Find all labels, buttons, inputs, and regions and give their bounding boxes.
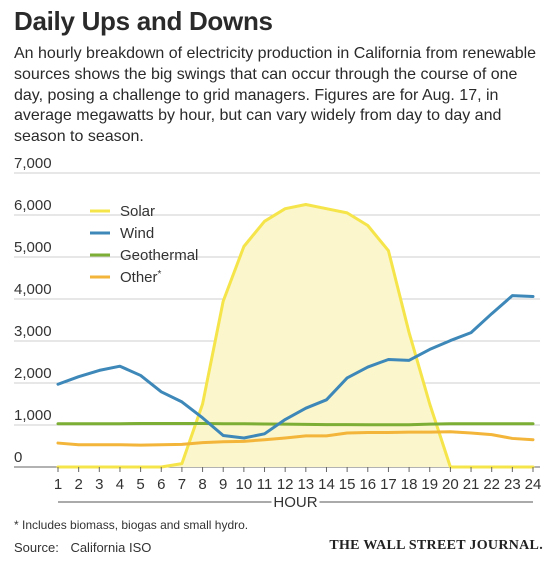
x-axis-label: HOUR	[273, 494, 317, 511]
x-tick-label: 20	[442, 476, 459, 493]
y-tick-label: 1,000	[14, 407, 52, 424]
geothermal-series-line	[56, 422, 535, 427]
x-tick-label: 9	[219, 476, 227, 493]
x-tick-label: 3	[95, 476, 103, 493]
y-tick-label: 5,000	[14, 239, 52, 256]
y-tick-label: 7,000	[14, 155, 52, 172]
chart-subtitle: An hourly breakdown of electricity produ…	[14, 45, 537, 146]
legend-footnote-marker: *	[158, 269, 162, 280]
x-tick-label: 4	[116, 476, 124, 493]
x-tick-label: 14	[318, 476, 335, 493]
x-tick-label: 6	[157, 476, 165, 493]
y-tick-label: 0	[14, 449, 22, 466]
wind-series-line	[56, 294, 535, 440]
y-tick-label: 4,000	[14, 281, 52, 298]
legend-label-other: Other*	[120, 269, 162, 286]
footnote: * Includes biomass, biogas and small hyd…	[14, 518, 249, 532]
x-tick-label: 11	[257, 476, 273, 493]
x-tick-label: 15	[339, 476, 356, 493]
legend-label-solar: Solar	[120, 203, 155, 220]
y-tick-label: 6,000	[14, 197, 52, 214]
x-tick-label: 18	[401, 476, 418, 493]
source-value: California ISO	[70, 540, 152, 555]
x-tick-label: 24	[525, 476, 542, 493]
x-tick-label: 23	[504, 476, 521, 493]
solar-series-line	[56, 203, 535, 469]
legend-label-geothermal: Geothermal	[120, 247, 198, 264]
x-tick-label: 5	[136, 476, 144, 493]
x-tick-label: 2	[74, 476, 82, 493]
y-tick-label: 2,000	[14, 365, 52, 382]
y-axis-ticks: 0 1,000 2,000 3,000 4,000 5,000 6,000 7,000	[14, 155, 52, 466]
source-line: Source: California ISO	[14, 540, 151, 555]
legend-label-wind: Wind	[120, 225, 154, 242]
x-tick-label: 8	[198, 476, 206, 493]
x-tick-label: 17	[380, 476, 397, 493]
x-tick-label: 1	[54, 476, 62, 493]
solar-area-fill	[58, 204, 533, 467]
x-tick-label: 21	[463, 476, 480, 493]
source-label: Source:	[14, 540, 59, 555]
solar-area	[58, 204, 533, 467]
x-tick-label: 16	[359, 476, 376, 493]
x-axis-title: HOUR	[58, 494, 533, 511]
chart-title: Daily Ups and Downs	[14, 6, 273, 36]
x-tick-label: 7	[178, 476, 186, 493]
y-tick-label: 3,000	[14, 323, 52, 340]
x-tick-label: 13	[297, 476, 314, 493]
x-tick-label: 10	[236, 476, 253, 493]
x-tick-label: 12	[277, 476, 294, 493]
publisher-logo: THE WALL STREET JOURNAL.	[329, 538, 543, 553]
x-tick-label: 19	[421, 476, 438, 493]
legend: Solar Wind Geothermal Other*	[90, 203, 198, 286]
x-tick-label: 22	[483, 476, 500, 493]
series-lines	[56, 203, 535, 469]
x-axis-ticks: 1 2 3 4 5 6 7 8 9 10 11 12 13 14 15 16 17 18 19 20 21 22 23 24	[54, 467, 542, 493]
other-series-line	[56, 430, 535, 447]
